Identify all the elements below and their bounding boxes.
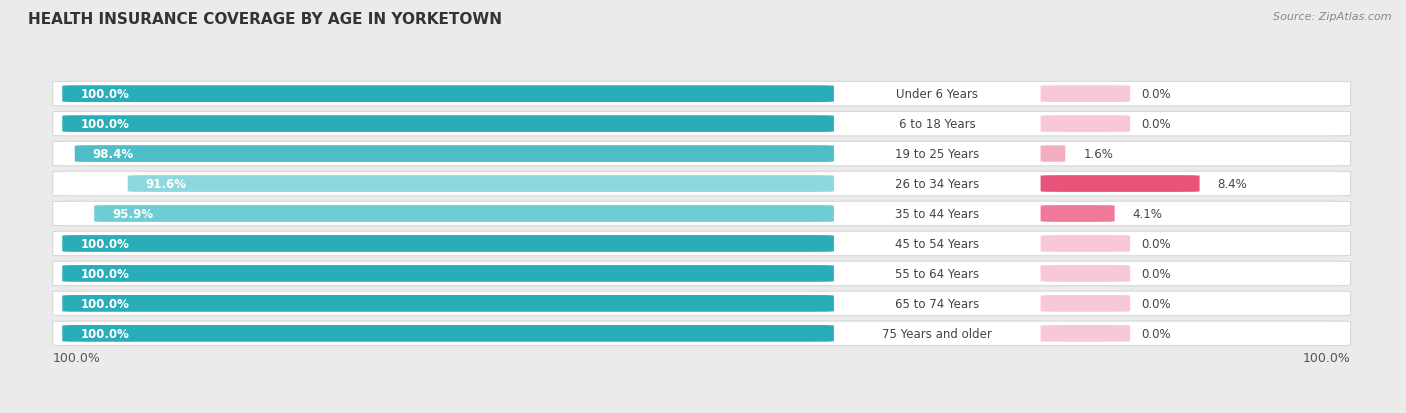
Text: 8.4%: 8.4%	[1218, 178, 1247, 190]
FancyBboxPatch shape	[52, 321, 1351, 346]
FancyBboxPatch shape	[1040, 176, 1199, 192]
FancyBboxPatch shape	[1040, 235, 1130, 252]
Text: Under 6 Years: Under 6 Years	[896, 88, 979, 101]
Text: 0.0%: 0.0%	[1142, 118, 1171, 131]
FancyBboxPatch shape	[52, 202, 1351, 226]
Text: 65 to 74 Years: 65 to 74 Years	[896, 297, 980, 310]
Text: 100.0%: 100.0%	[80, 237, 129, 250]
Text: 98.4%: 98.4%	[93, 148, 134, 161]
FancyBboxPatch shape	[62, 116, 834, 133]
Text: 19 to 25 Years: 19 to 25 Years	[896, 148, 980, 161]
Text: 6 to 18 Years: 6 to 18 Years	[898, 118, 976, 131]
Text: 100.0%: 100.0%	[80, 88, 129, 101]
Text: 0.0%: 0.0%	[1142, 327, 1171, 340]
Text: 100.0%: 100.0%	[52, 351, 100, 364]
FancyBboxPatch shape	[62, 235, 834, 252]
Text: 0.0%: 0.0%	[1142, 88, 1171, 101]
FancyBboxPatch shape	[52, 292, 1351, 316]
FancyBboxPatch shape	[52, 82, 1351, 107]
Text: 100.0%: 100.0%	[80, 118, 129, 131]
Text: 75 Years and older: 75 Years and older	[883, 327, 993, 340]
Text: HEALTH INSURANCE COVERAGE BY AGE IN YORKETOWN: HEALTH INSURANCE COVERAGE BY AGE IN YORK…	[28, 12, 502, 27]
FancyBboxPatch shape	[1040, 86, 1130, 103]
Text: 45 to 54 Years: 45 to 54 Years	[896, 237, 980, 250]
Text: 0.0%: 0.0%	[1142, 267, 1171, 280]
FancyBboxPatch shape	[52, 232, 1351, 256]
Text: 4.1%: 4.1%	[1133, 207, 1163, 221]
Text: 1.6%: 1.6%	[1083, 148, 1114, 161]
FancyBboxPatch shape	[128, 176, 834, 192]
FancyBboxPatch shape	[52, 261, 1351, 286]
FancyBboxPatch shape	[62, 295, 834, 312]
FancyBboxPatch shape	[1040, 325, 1130, 342]
FancyBboxPatch shape	[52, 142, 1351, 166]
FancyBboxPatch shape	[75, 146, 834, 163]
FancyBboxPatch shape	[52, 172, 1351, 196]
Text: 0.0%: 0.0%	[1142, 297, 1171, 310]
Text: Source: ZipAtlas.com: Source: ZipAtlas.com	[1274, 12, 1392, 22]
Text: 0.0%: 0.0%	[1142, 237, 1171, 250]
FancyBboxPatch shape	[1040, 206, 1115, 222]
FancyBboxPatch shape	[62, 266, 834, 282]
Text: 100.0%: 100.0%	[80, 267, 129, 280]
FancyBboxPatch shape	[1040, 266, 1130, 282]
Text: 26 to 34 Years: 26 to 34 Years	[896, 178, 980, 190]
FancyBboxPatch shape	[1040, 146, 1066, 163]
FancyBboxPatch shape	[1040, 116, 1130, 133]
Text: 95.9%: 95.9%	[112, 207, 153, 221]
FancyBboxPatch shape	[94, 206, 834, 222]
Text: 91.6%: 91.6%	[146, 178, 187, 190]
Text: 100.0%: 100.0%	[80, 327, 129, 340]
FancyBboxPatch shape	[62, 86, 834, 103]
FancyBboxPatch shape	[1040, 295, 1130, 312]
FancyBboxPatch shape	[52, 112, 1351, 137]
Text: 55 to 64 Years: 55 to 64 Years	[896, 267, 980, 280]
Text: 100.0%: 100.0%	[80, 297, 129, 310]
Text: 100.0%: 100.0%	[1303, 351, 1351, 364]
FancyBboxPatch shape	[62, 325, 834, 342]
Text: 35 to 44 Years: 35 to 44 Years	[896, 207, 980, 221]
